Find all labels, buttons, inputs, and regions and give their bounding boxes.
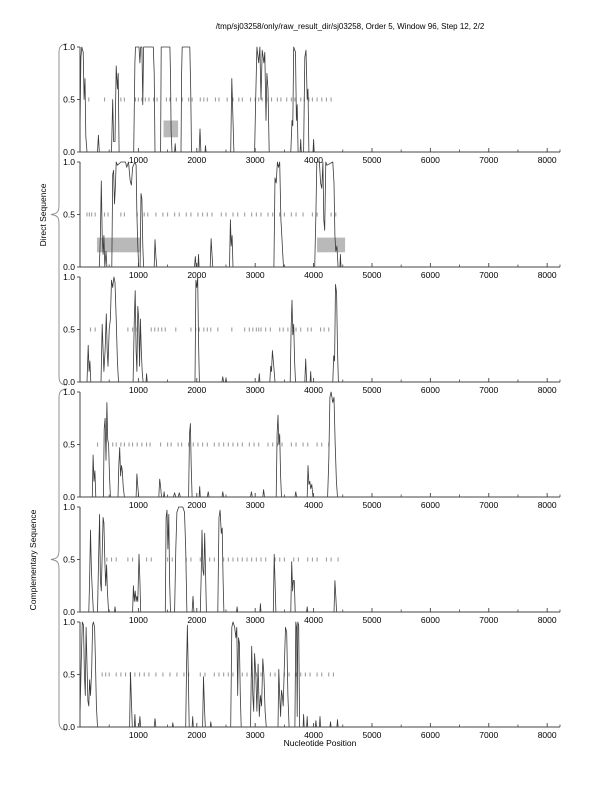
probability-curve: [80, 506, 559, 613]
panel-axes: [79, 277, 560, 383]
x-tick-label: 6000: [421, 730, 440, 740]
x-tick-label: 2000: [187, 730, 206, 740]
x-tick-label: 5000: [363, 500, 382, 510]
y-tick-label: 0.0: [63, 492, 75, 502]
shaded-region: [96, 237, 141, 253]
x-tick-label: 1000: [129, 155, 148, 165]
x-tick-label: 7000: [479, 730, 498, 740]
panel-axes: [79, 47, 560, 153]
x-tick-label: 4000: [304, 730, 323, 740]
x-tick-label: 2000: [187, 270, 206, 280]
x-tick-label: 1000: [129, 500, 148, 510]
probability-curve: [79, 621, 559, 728]
x-tick-label: 7000: [479, 385, 498, 395]
y-tick-label: 0.0: [63, 607, 75, 617]
probability-curve: [80, 161, 559, 268]
x-tick-label: 8000: [538, 615, 557, 625]
page-title: /tmp/sj03258/only/raw_result_dir/sj03258…: [215, 22, 485, 31]
x-tick-label: 3000: [246, 270, 265, 280]
x-tick-label: 2000: [187, 500, 206, 510]
x-tick-label: 4000: [304, 500, 323, 510]
panel-axes: [79, 507, 560, 613]
x-tick-label: 6000: [421, 500, 440, 510]
y-tick-label: 0.0: [63, 262, 75, 272]
x-tick-label: 2000: [187, 155, 206, 165]
probability-curve: [80, 391, 559, 498]
y-tick-label: 1.0: [63, 272, 75, 282]
x-tick-label: 3000: [246, 500, 265, 510]
y-tick-label: 0.5: [63, 440, 75, 450]
y-tick-label: 0.0: [63, 722, 75, 732]
x-tick-label: 2000: [187, 385, 206, 395]
x-tick-label: 8000: [538, 730, 557, 740]
x-tick-label: 7000: [479, 500, 498, 510]
x-tick-label: 6000: [421, 385, 440, 395]
probability-curve: [79, 46, 559, 153]
probability-curve: [80, 276, 559, 383]
y-tick-label: 1.0: [63, 502, 75, 512]
x-tick-label: 4000: [304, 155, 323, 165]
x-axis-label: Nucleotide Position: [283, 738, 357, 748]
y-tick-label: 1.0: [63, 617, 75, 627]
x-tick-label: 6000: [421, 270, 440, 280]
x-tick-label: 5000: [363, 730, 382, 740]
x-tick-label: 1000: [129, 270, 148, 280]
x-tick-label: 5000: [363, 270, 382, 280]
x-tick-label: 4000: [304, 385, 323, 395]
x-tick-label: 6000: [421, 615, 440, 625]
y-tick-label: 0.5: [63, 325, 75, 335]
complementary-sequence-brace: [50, 388, 68, 731]
x-tick-label: 5000: [363, 615, 382, 625]
y-tick-label: 0.5: [63, 555, 75, 565]
y-tick-label: 1.0: [63, 157, 75, 167]
x-tick-label: 8000: [538, 270, 557, 280]
x-tick-label: 7000: [479, 270, 498, 280]
x-tick-label: 8000: [538, 385, 557, 395]
y-tick-label: 0.5: [63, 670, 75, 680]
x-tick-label: 4000: [304, 615, 323, 625]
y-tick-label: 0.0: [63, 377, 75, 387]
x-tick-label: 1000: [129, 385, 148, 395]
x-tick-label: 3000: [246, 615, 265, 625]
x-tick-label: 8000: [538, 155, 557, 165]
x-tick-label: 3000: [246, 730, 265, 740]
x-tick-label: 6000: [421, 155, 440, 165]
x-tick-label: 1000: [129, 615, 148, 625]
x-tick-label: 2000: [187, 615, 206, 625]
x-tick-label: 1000: [129, 730, 148, 740]
y-tick-label: 0.5: [63, 210, 75, 220]
y-tick-label: 1.0: [63, 42, 75, 52]
x-tick-label: 7000: [479, 615, 498, 625]
y-tick-label: 0.5: [63, 95, 75, 105]
x-tick-label: 4000: [304, 270, 323, 280]
direct-sequence-brace: [50, 43, 68, 386]
y-tick-label: 0.0: [63, 147, 75, 157]
x-tick-label: 8000: [538, 500, 557, 510]
panel-axes: [79, 392, 560, 498]
x-tick-label: 5000: [363, 385, 382, 395]
panel-axes: [79, 622, 560, 728]
x-tick-label: 7000: [479, 155, 498, 165]
x-tick-label: 3000: [246, 385, 265, 395]
x-tick-label: 3000: [246, 155, 265, 165]
shaded-region: [317, 237, 346, 253]
y-tick-label: 1.0: [63, 387, 75, 397]
x-tick-label: 5000: [363, 155, 382, 165]
